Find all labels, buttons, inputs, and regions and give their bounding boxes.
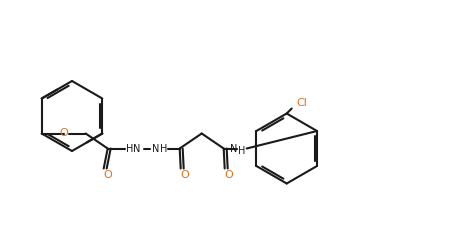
Text: N: N (133, 143, 140, 154)
Text: N: N (230, 143, 237, 154)
Text: O: O (103, 170, 112, 179)
Text: N: N (152, 143, 159, 154)
Text: O: O (181, 170, 189, 179)
Text: H: H (126, 143, 133, 154)
Text: Cl: Cl (296, 98, 307, 109)
Text: H: H (160, 143, 167, 154)
Text: O: O (224, 170, 233, 179)
Text: O: O (59, 128, 68, 139)
Text: H: H (238, 146, 245, 156)
